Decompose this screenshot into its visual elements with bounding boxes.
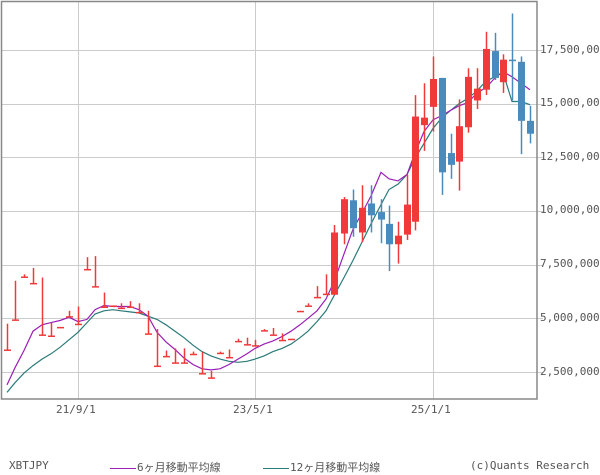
candle	[492, 32, 499, 81]
candle	[84, 257, 91, 271]
candle	[217, 351, 224, 355]
candle	[163, 350, 170, 358]
copyright: (c)Quants Research	[470, 459, 590, 472]
candle	[439, 77, 446, 195]
candle	[412, 95, 419, 231]
ma6-swatch-icon	[110, 467, 136, 469]
candle	[48, 322, 55, 338]
candle	[127, 301, 134, 309]
y-tick-label: 2,500,000	[540, 365, 600, 378]
candle	[118, 303, 125, 310]
ma12-label: 12ヶ月移動平均線	[290, 461, 381, 474]
candle	[305, 303, 312, 307]
candle	[21, 274, 28, 278]
candle	[509, 13, 516, 101]
candle	[386, 205, 393, 272]
x-tick-label: 21/9/1	[56, 403, 96, 416]
candle	[465, 68, 472, 133]
candle	[314, 286, 321, 299]
candle	[101, 292, 108, 309]
y-tick-label: 15,000,000	[540, 96, 600, 109]
candle	[145, 310, 152, 335]
candle	[4, 323, 11, 351]
candle	[154, 329, 161, 368]
candle	[297, 310, 304, 313]
candle	[331, 224, 338, 295]
plot-frame	[0, 0, 538, 400]
candle	[323, 274, 330, 296]
candle	[288, 338, 295, 341]
candle	[404, 174, 411, 240]
y-tick-label: 12,500,000	[540, 150, 600, 163]
candle	[136, 303, 143, 314]
ma6-label: 6ヶ月移動平均線	[137, 461, 221, 474]
candle	[66, 310, 73, 318]
candle	[235, 338, 242, 343]
candle	[279, 333, 286, 342]
candle	[350, 189, 357, 237]
y-tick-label: 7,500,000	[540, 257, 600, 270]
x-tick-label: 23/5/1	[233, 403, 273, 416]
x-tick-label: 25/1/1	[411, 403, 451, 416]
y-tick-label: 10,000,000	[540, 203, 600, 216]
y-tick-label: 5,000,000	[540, 311, 600, 324]
candle	[421, 83, 428, 151]
candle	[527, 105, 534, 144]
candle	[359, 185, 366, 243]
candle	[208, 370, 215, 379]
y-tick-label: 17,500,000	[540, 43, 600, 56]
candle	[57, 326, 64, 329]
candle	[226, 349, 233, 359]
candle	[190, 351, 197, 356]
candle	[199, 351, 206, 375]
candle	[270, 327, 277, 336]
candle	[252, 339, 259, 347]
candle	[92, 256, 99, 288]
candle	[341, 197, 348, 245]
ma6-line	[6, 70, 531, 386]
candle	[518, 56, 525, 155]
candle	[12, 280, 19, 321]
candle	[500, 54, 507, 93]
candle	[172, 348, 179, 364]
ma12-swatch-icon	[263, 467, 289, 469]
legend-ma12: 12ヶ月移動平均線	[263, 459, 380, 475]
candle	[395, 221, 402, 264]
candle	[75, 306, 82, 326]
ma12-line	[6, 71, 531, 393]
legend-ma6: 6ヶ月移動平均線	[110, 459, 221, 475]
candle	[483, 31, 490, 96]
candle	[474, 68, 481, 110]
legend-symbol: XBTJPY	[9, 459, 49, 472]
candle	[181, 348, 188, 364]
candle	[244, 337, 251, 346]
candle	[368, 185, 375, 233]
candle	[261, 329, 268, 332]
candles	[4, 13, 534, 379]
candle	[39, 277, 46, 336]
ma6-polyline	[6, 70, 531, 386]
candle	[430, 56, 437, 132]
candle	[456, 99, 463, 191]
candle	[110, 305, 117, 307]
candle	[378, 199, 385, 244]
candle	[30, 267, 37, 285]
candle	[448, 133, 455, 179]
grid-lines	[1, 1, 543, 399]
ma12-polyline	[6, 71, 531, 393]
